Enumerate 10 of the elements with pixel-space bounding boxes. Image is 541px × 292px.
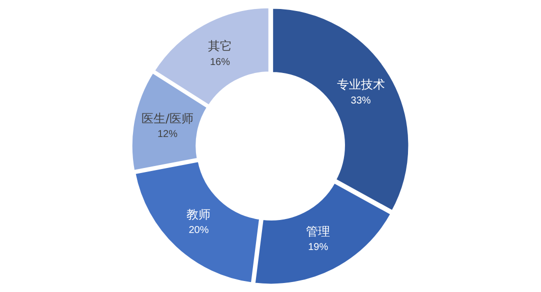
data-label: 20% — [188, 225, 209, 236]
data-label: 33% — [350, 95, 371, 106]
data-label: 19% — [308, 242, 328, 254]
slice-label: 其它 — [208, 39, 232, 54]
slice-label: 管理 — [306, 224, 330, 239]
data-label: 12% — [157, 129, 178, 140]
data-label: 16% — [210, 56, 230, 68]
slice-label: 专业技术 — [336, 78, 385, 92]
slice-label: 教师 — [186, 208, 211, 222]
slice-label: 医生/医师 — [141, 111, 194, 126]
